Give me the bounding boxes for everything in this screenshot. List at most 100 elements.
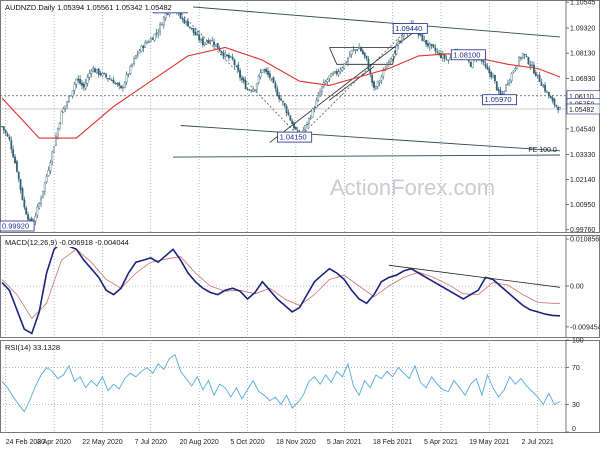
candle-body: [244, 80, 247, 90]
candle-body: [330, 73, 333, 77]
candle-body: [268, 73, 271, 78]
candle-body: [345, 62, 347, 64]
pane-frame-rsi: [0, 340, 600, 433]
candle-body: [490, 72, 493, 78]
fib-dashed-line: [172, 4, 300, 138]
price-annotation-box: [277, 131, 313, 143]
candle-body: [133, 58, 135, 64]
candle-body: [328, 75, 331, 79]
candle-body: [360, 47, 362, 52]
candle-body: [121, 87, 124, 89]
candle-body: [361, 50, 364, 55]
macd-tick-label: 0.00: [570, 284, 584, 291]
price-annotation-box: [392, 23, 428, 34]
x-tick-label: 18 Feb 2021: [373, 439, 412, 446]
macd-tick-label: 0.010856: [570, 237, 599, 244]
rsi-header: RSI(14) 33.1328: [5, 343, 60, 352]
candle-body: [497, 89, 500, 91]
candle-body: [110, 79, 113, 81]
candle-body: [542, 85, 545, 87]
candle-body: [332, 73, 334, 75]
candle-body: [12, 149, 15, 158]
candle-body: [283, 103, 286, 106]
last-price-tag-box: [566, 103, 600, 115]
candle-body: [516, 65, 519, 70]
candle-body: [419, 34, 422, 36]
candle-body: [252, 88, 254, 92]
candle-body: [387, 62, 390, 65]
candle-body: [2, 126, 5, 131]
candle-body: [94, 68, 96, 73]
candle-body: [138, 50, 141, 54]
candle-body: [114, 82, 117, 84]
candle-body: [220, 50, 223, 54]
candle-body: [29, 219, 31, 221]
candle-body: [376, 81, 379, 87]
candle-body: [445, 58, 448, 60]
candle-body: [503, 91, 506, 94]
candle-body: [213, 41, 215, 46]
candle-body: [492, 75, 494, 79]
candle-body: [471, 59, 474, 68]
candle-body: [135, 55, 137, 59]
candle-body: [441, 54, 444, 59]
candle-body: [250, 90, 253, 92]
candle-body: [389, 58, 392, 62]
candle-body: [77, 78, 80, 81]
candle-body: [27, 214, 29, 220]
candle-body: [248, 89, 251, 91]
candle-body: [440, 53, 442, 59]
candle-body: [198, 34, 201, 41]
candle-body: [36, 206, 39, 216]
x-tick-label: 5 Jan 2021: [327, 439, 362, 446]
candle-body: [233, 59, 236, 66]
candle-body: [505, 84, 507, 91]
candle-body: [166, 13, 169, 15]
candle-body: [395, 45, 398, 55]
price-tick-label: 1.04540: [570, 126, 595, 133]
candle-body: [95, 69, 98, 73]
candle-body: [534, 72, 537, 77]
candle-body: [103, 72, 106, 75]
candle-body: [397, 41, 400, 46]
candle-body: [393, 52, 396, 57]
x-tick-label: 18 Nov 2020: [276, 439, 316, 446]
candle-body: [108, 78, 111, 80]
watermark: ActionForex.com: [330, 175, 495, 200]
candle-body: [53, 146, 55, 153]
candle-body: [276, 88, 279, 97]
candle-body: [45, 176, 48, 182]
candle-body: [10, 140, 13, 150]
candle-body: [525, 55, 528, 57]
candle-body: [317, 94, 320, 101]
candle-body: [203, 42, 206, 45]
price-tick-label: 0.99760: [570, 227, 595, 234]
candle-body: [216, 43, 219, 49]
candle-body: [228, 55, 230, 59]
candle-body: [430, 43, 433, 46]
candle-body: [382, 70, 385, 77]
rsi-tick-label: 100: [572, 338, 584, 345]
candle-body: [239, 70, 241, 78]
candle-body: [86, 77, 89, 84]
candle-body: [512, 70, 515, 73]
candle-body: [265, 68, 268, 72]
candle-body: [246, 88, 249, 90]
candle-body: [19, 179, 22, 190]
candle-body: [17, 171, 20, 180]
macd-trend-line: [388, 264, 561, 288]
candle-body: [339, 69, 342, 72]
candle-body: [231, 56, 234, 60]
candle-body: [334, 71, 336, 73]
candle-body: [348, 54, 351, 58]
candle-body: [1, 126, 3, 128]
candle-body: [527, 57, 530, 65]
rsi-tick-label: 0: [572, 426, 576, 433]
candle-body: [469, 61, 472, 67]
candle-body: [90, 70, 93, 74]
candle-body: [436, 51, 439, 53]
candle-body: [84, 82, 87, 89]
candle-body: [131, 63, 134, 67]
price-tick-label: 1.06930: [570, 76, 595, 83]
candle-body: [222, 52, 225, 57]
